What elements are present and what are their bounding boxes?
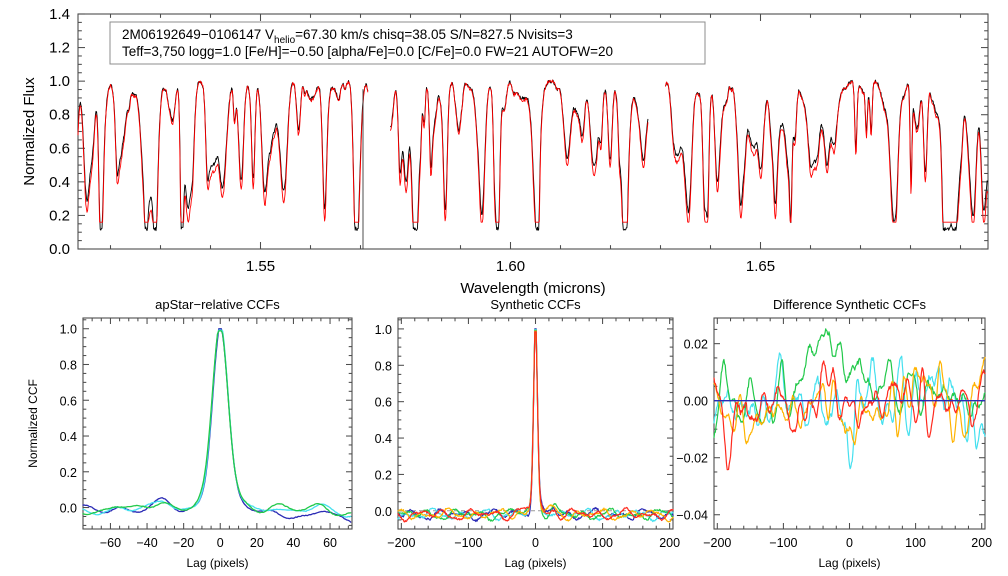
synthetic-ccf-xaxis-label: −100 <box>454 536 482 550</box>
synthetic-ccf-yaxis-label: 0.6 <box>375 396 392 410</box>
synthetic-ccf-xaxis-label: 0 <box>532 536 539 550</box>
annotation-line-2: Teff=3,750 logg=1.0 [Fe/H]=−0.50 [alpha/… <box>122 44 613 59</box>
synthetic-ccf-yaxis-label: 0.0 <box>375 505 392 519</box>
apstar-ccf-xaxis-label: −60 <box>100 536 121 550</box>
synthetic-ccf-trace-3 <box>397 329 674 522</box>
difference-ccf-title: Difference Synthetic CCFs <box>773 297 926 312</box>
difference-ccf-yaxis-label: 0.02 <box>684 338 708 352</box>
synthetic-ccf-title: Synthetic CCFs <box>490 297 581 312</box>
difference-ccf-trace-cyan <box>713 352 986 470</box>
spectrum-annotation-box: 2M06192649−0106147 Vhelio=67.30 km/s chi… <box>109 21 706 65</box>
difference-ccf-trace-red <box>713 360 986 471</box>
difference-ccf-xaxis-label: 100 <box>905 536 926 550</box>
apstar-ccf-xaxis-label: 60 <box>323 536 337 550</box>
spectrum-yaxis-label: 1.0 <box>49 73 70 90</box>
apstar-ccf-xaxis-label: −20 <box>173 536 194 550</box>
spectrum-xaxis-label: 1.60 <box>496 258 525 275</box>
spectrum-yaxis-label: 0.4 <box>49 174 70 191</box>
apstar-ccf-yaxis-title: Normalized CCF <box>26 379 40 468</box>
apstar-ccf-xaxis-title: Lag (pixels) <box>186 556 248 570</box>
apstar-ccf-panel: apStar−relative CCFs −60 −40 −20 0 20 40 60 0.0 0… <box>26 297 353 570</box>
spectrum-synthetic-trace <box>665 80 989 223</box>
spectrum-yaxis-label: 0.0 <box>49 241 70 258</box>
apstar-ccf-title: apStar−relative CCFs <box>155 297 280 312</box>
difference-ccf-panel: Difference Synthetic CCFs −200 −100 0 100 200… <box>676 297 992 570</box>
spectrum-synthetic-trace <box>390 79 649 223</box>
apstar-ccf-xaxis-label: 0 <box>217 536 224 550</box>
spectrum-yaxis-label: 1.4 <box>49 6 70 23</box>
apstar-ccf-xaxis-label: −40 <box>136 536 157 550</box>
spectrum-yaxis-label: 0.8 <box>49 107 70 124</box>
spectrum-yaxis-label: 0.2 <box>49 207 70 224</box>
spectrum-panel: 1.55 1.60 1.65 0.0 0.2 0.4 0.6 0.8 1.0 1.2 1.4 Wave… <box>21 6 989 297</box>
spectrum-yaxis-label: 1.2 <box>49 40 70 57</box>
synthetic-ccf-panel: Synthetic CCFs −200 −100 0 100 200 0.0 0.2 0.4 0.… <box>375 297 681 570</box>
spectrum-xaxis-title: Wavelength (microns) <box>460 280 605 297</box>
synthetic-ccf-yaxis-label: 1.0 <box>375 323 392 337</box>
apstar-ccf-yaxis-label: 0.8 <box>60 358 77 372</box>
synthetic-ccf-trace-4 <box>397 330 674 523</box>
synthetic-ccf-xaxis-label: 200 <box>659 536 680 550</box>
synthetic-ccf-xaxis-title: Lag (pixels) <box>504 556 566 570</box>
difference-ccf-xaxis-label: 200 <box>971 536 992 550</box>
synthetic-ccf-frame <box>397 317 674 530</box>
synthetic-ccf-xaxis-label: −200 <box>387 536 415 550</box>
apstar-ccf-trace-visit1 <box>82 328 352 523</box>
synthetic-ccf-trace-1 <box>397 328 674 523</box>
difference-ccf-xaxis-label: 0 <box>846 536 853 550</box>
annotation-line-1: 2M06192649−0106147 Vhelio=67.30 km/s chi… <box>122 27 573 46</box>
apstar-ccf-xaxis-label: 40 <box>286 536 300 550</box>
spectrum-observed-trace <box>77 80 369 232</box>
difference-ccf-xaxis-label: −200 <box>703 536 731 550</box>
difference-ccf-yaxis-label: 0.00 <box>684 395 708 409</box>
synthetic-ccf-yaxis-label: 0.2 <box>375 468 392 482</box>
synthetic-ccf-yaxis-label: 0.8 <box>375 359 392 373</box>
apstar-ccf-frame <box>82 317 353 530</box>
spectrum-yaxis-label: 0.6 <box>49 140 70 157</box>
synthetic-ccf-trace-5 <box>397 331 674 523</box>
difference-ccf-frame <box>713 317 986 530</box>
spectrum-xaxis-label: 1.55 <box>246 258 275 275</box>
synthetic-ccf-xaxis-label: 100 <box>592 536 613 550</box>
spectrum-xaxis-label: 1.65 <box>746 258 775 275</box>
apstar-ccf-yaxis-label: 1.0 <box>60 323 77 337</box>
difference-ccf-xaxis-title: Lag (pixels) <box>818 556 880 570</box>
synthetic-ccf-trace-2 <box>397 329 674 523</box>
spectrum-synthetic-trace <box>77 80 369 223</box>
spectrum-yaxis-title: Normalized Flux <box>21 77 38 186</box>
annotation-box-frame <box>109 21 706 65</box>
difference-ccf-trace-green <box>713 328 986 439</box>
apstar-ccf-trace-visit3 <box>82 330 352 517</box>
apstar-ccf-yaxis-label: 0.4 <box>60 430 77 444</box>
difference-ccf-yaxis-label: −0.02 <box>676 452 708 466</box>
apstar-ccf-yaxis-label: 0.2 <box>60 466 77 480</box>
synthetic-ccf-yaxis-label: 0.4 <box>375 432 392 446</box>
difference-ccf-trace-orange <box>713 356 986 446</box>
apstar-ccf-trace-visit2 <box>82 329 352 518</box>
apstar-ccf-yaxis-label: 0.6 <box>60 394 77 408</box>
apstar-ccf-xaxis-label: 20 <box>250 536 264 550</box>
difference-ccf-yaxis-label: −0.04 <box>676 509 708 523</box>
difference-ccf-xaxis-label: −100 <box>769 536 797 550</box>
apstar-ccf-yaxis-label: 0.0 <box>60 502 77 516</box>
spectrum-observed-trace <box>665 79 989 232</box>
